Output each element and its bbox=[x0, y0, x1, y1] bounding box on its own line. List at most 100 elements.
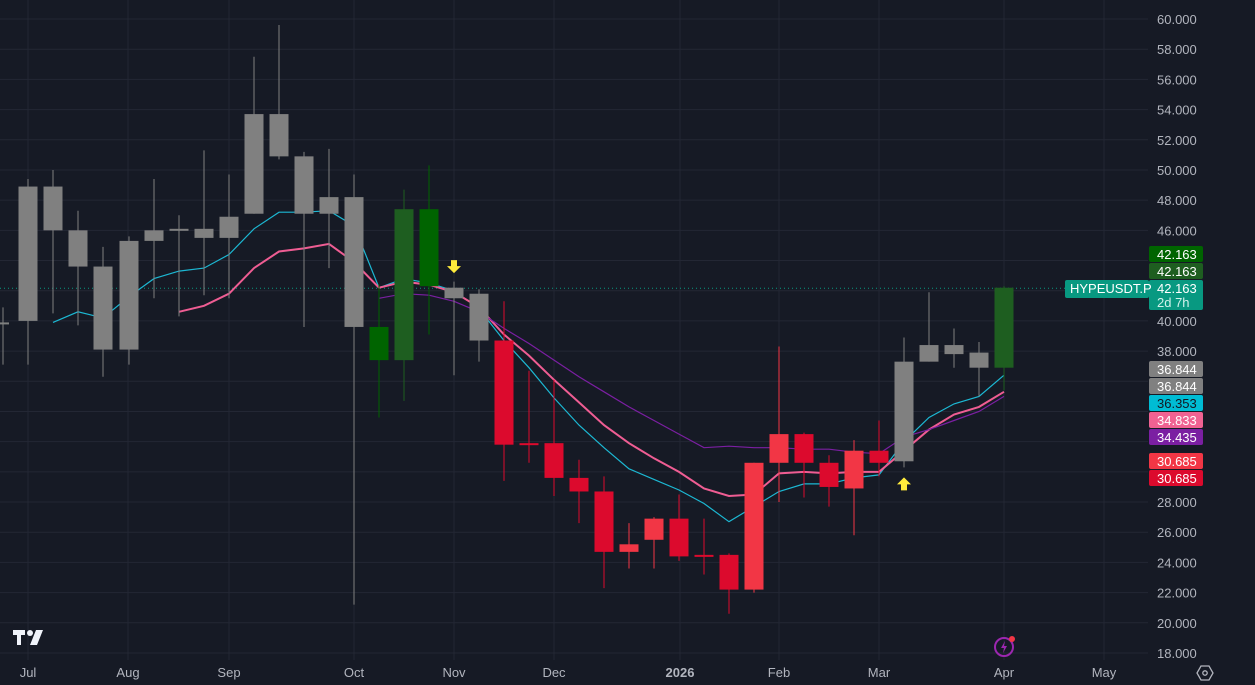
svg-text:36.844: 36.844 bbox=[1157, 379, 1197, 394]
candle bbox=[944, 328, 964, 368]
candle bbox=[844, 440, 864, 536]
svg-text:34.435: 34.435 bbox=[1157, 430, 1197, 445]
candle bbox=[594, 476, 614, 589]
arrow-up-icon bbox=[897, 477, 911, 491]
candle bbox=[419, 165, 439, 335]
price-tick-label: 22.000 bbox=[1157, 586, 1197, 601]
svg-text:42.163: 42.163 bbox=[1157, 247, 1197, 262]
candle bbox=[194, 150, 214, 296]
candle bbox=[794, 432, 814, 498]
time-tick-label: Apr bbox=[994, 665, 1015, 680]
price-tag: 42.163 bbox=[1149, 263, 1203, 279]
candle bbox=[244, 56, 264, 214]
price-tick-label: 20.000 bbox=[1157, 616, 1197, 631]
candle bbox=[819, 455, 839, 507]
price-tag: 36.844 bbox=[1149, 361, 1203, 377]
candle bbox=[144, 179, 164, 299]
candle bbox=[344, 174, 364, 605]
price-tick-label: 38.000 bbox=[1157, 344, 1197, 359]
candle bbox=[294, 151, 314, 327]
candle bbox=[469, 289, 489, 362]
time-tick-label: Oct bbox=[344, 665, 365, 680]
time-tick-label: Feb bbox=[768, 665, 790, 680]
candle bbox=[319, 148, 339, 269]
price-tick-label: 54.000 bbox=[1157, 103, 1197, 118]
candle bbox=[744, 462, 764, 593]
candle bbox=[43, 169, 63, 314]
time-tick-label: Nov bbox=[442, 665, 466, 680]
candle bbox=[544, 379, 564, 497]
candle bbox=[869, 420, 889, 477]
price-tag: 34.833 bbox=[1149, 412, 1203, 428]
candle bbox=[619, 523, 639, 569]
price-tag: 36.844 bbox=[1149, 378, 1203, 394]
price-tag: 42.163 bbox=[1149, 246, 1203, 262]
svg-text:42.163: 42.163 bbox=[1157, 281, 1197, 296]
svg-text:30.685: 30.685 bbox=[1157, 454, 1197, 469]
lightning-alert-icon[interactable] bbox=[993, 634, 1017, 658]
price-tick-label: 60.000 bbox=[1157, 12, 1197, 27]
price-tick-label: 52.000 bbox=[1157, 133, 1197, 148]
candle bbox=[969, 342, 989, 397]
signal-markers bbox=[447, 260, 911, 491]
countdown-text: 2d 7h bbox=[1157, 295, 1190, 310]
price-tag: 30.685 bbox=[1149, 470, 1203, 486]
time-tick-label: May bbox=[1092, 665, 1117, 680]
candle bbox=[644, 517, 664, 569]
time-tick-label: Mar bbox=[868, 665, 891, 680]
candle bbox=[519, 370, 539, 463]
candle bbox=[994, 286, 1014, 391]
time-tick-label: 2026 bbox=[666, 665, 695, 680]
price-tick-label: 24.000 bbox=[1157, 555, 1197, 570]
price-tick-label: 26.000 bbox=[1157, 525, 1197, 540]
candle bbox=[569, 459, 589, 524]
price-tick-label: 56.000 bbox=[1157, 72, 1197, 87]
candle bbox=[68, 210, 88, 326]
candle bbox=[894, 337, 914, 468]
candlesticks bbox=[0, 25, 1014, 614]
candle bbox=[119, 236, 139, 365]
price-axis[interactable]: 60.000 58.000 56.000 54.000 52.000 50.000 48.0… bbox=[1157, 12, 1197, 661]
svg-text:42.163: 42.163 bbox=[1157, 264, 1197, 279]
price-tick-label: 58.000 bbox=[1157, 42, 1197, 57]
price-tick-label: 40.000 bbox=[1157, 314, 1197, 329]
time-tick-label: Sep bbox=[217, 665, 240, 680]
candle bbox=[93, 246, 113, 377]
svg-text:34.833: 34.833 bbox=[1157, 413, 1197, 428]
candle bbox=[394, 189, 414, 401]
time-tick-label: Aug bbox=[116, 665, 139, 680]
price-tick-label: 48.000 bbox=[1157, 193, 1197, 208]
arrow-down-icon bbox=[447, 260, 461, 274]
svg-text:36.353: 36.353 bbox=[1157, 396, 1197, 411]
price-tag: 36.353 bbox=[1149, 395, 1203, 411]
candle bbox=[694, 518, 714, 575]
ema-line bbox=[178, 242, 1005, 498]
time-axis[interactable]: Jul Aug Sep Oct Nov Dec 2026 Feb Mar Apr May bbox=[20, 665, 1117, 680]
price-tick-label: 28.000 bbox=[1157, 495, 1197, 510]
chart-grid bbox=[0, 0, 1148, 660]
candle bbox=[169, 215, 189, 317]
time-tick-label: Dec bbox=[542, 665, 566, 680]
svg-text:36.844: 36.844 bbox=[1157, 362, 1197, 377]
candle bbox=[18, 179, 38, 365]
candle bbox=[219, 174, 239, 299]
candle bbox=[669, 494, 689, 561]
price-tag: 30.685 bbox=[1149, 453, 1203, 469]
svg-text:30.685: 30.685 bbox=[1157, 471, 1197, 486]
symbol-label: HYPEUSDT.P bbox=[1065, 280, 1152, 298]
settings-gear-icon[interactable] bbox=[1196, 664, 1214, 682]
candle bbox=[444, 281, 464, 376]
candle bbox=[494, 301, 514, 481]
price-tag: 34.435 bbox=[1149, 429, 1203, 445]
candle bbox=[269, 25, 289, 160]
tradingview-logo-icon[interactable] bbox=[12, 628, 44, 646]
candle bbox=[769, 346, 789, 503]
candle bbox=[369, 284, 389, 418]
symbol-text: HYPEUSDT.P bbox=[1070, 281, 1152, 296]
price-tick-label: 50.000 bbox=[1157, 163, 1197, 178]
time-tick-label: Jul bbox=[20, 665, 37, 680]
candle bbox=[0, 307, 9, 365]
